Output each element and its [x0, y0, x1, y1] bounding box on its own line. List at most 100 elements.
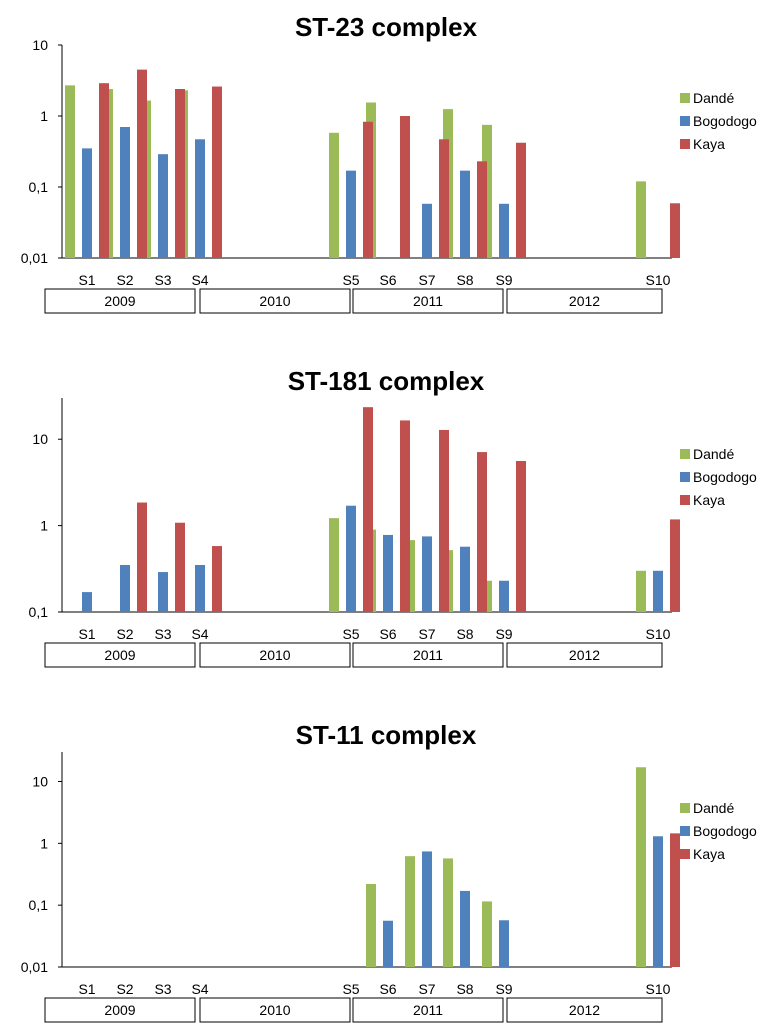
y-tick-label: 0,1 — [29, 604, 49, 620]
bar-dand-s9 — [482, 901, 492, 967]
y-tick-label: 10 — [32, 431, 48, 447]
year-group-box — [352, 288, 504, 314]
year-group-box — [199, 288, 351, 314]
x-tick-label: S8 — [456, 981, 473, 997]
bar-bogodogo-s5 — [346, 505, 356, 612]
x-tick-label: S2 — [116, 981, 133, 997]
y-tick-label: 1 — [40, 835, 48, 851]
bar-kaya-s6 — [400, 420, 410, 612]
bar-kaya-s3 — [175, 89, 185, 258]
year-group-label: 2012 — [569, 293, 600, 309]
year-group-box — [44, 288, 196, 314]
bar-dand-s8 — [443, 858, 453, 967]
x-tick-label: S1 — [78, 272, 95, 288]
legend-label: Bogodogo — [693, 823, 757, 839]
x-tick-label: S8 — [456, 272, 473, 288]
bar-bogodogo-s1 — [82, 592, 92, 612]
bar-bogodogo-s10 — [653, 570, 663, 612]
x-tick-label: S5 — [342, 272, 359, 288]
bar-kaya-s1 — [99, 83, 109, 258]
bar-kaya-s8 — [477, 161, 487, 258]
bar-bogodogo-s9 — [499, 920, 509, 967]
year-group-box — [352, 642, 504, 668]
bar-bogodogo-s5 — [346, 170, 356, 258]
legend-swatch — [680, 139, 690, 149]
chart-2: ST-181 complex 0,1 1 10 S1 S2 S3 S4 S5 S6 S7 S8 S9 S1… — [29, 366, 757, 668]
x-tick-label: S3 — [154, 272, 171, 288]
year-group-label: 2009 — [104, 647, 135, 663]
bar-dand-s7 — [405, 856, 415, 967]
x-tick-label: S9 — [495, 626, 512, 642]
x-tick-label: S7 — [418, 981, 435, 997]
bar-kaya-s7 — [439, 139, 449, 258]
legend-label: Dandé — [693, 90, 734, 106]
legend-swatch — [680, 449, 690, 459]
y-tick-label: 0,01 — [21, 959, 48, 975]
legend-swatch — [680, 472, 690, 482]
legend-label: Dandé — [693, 446, 734, 462]
chart-1: ST-23 complex 0,01 0,1 1 10 S1 S2 S3 S4 S5 S6 S7 S8 S… — [21, 12, 757, 314]
y-tick-label: 0,01 — [21, 250, 48, 266]
bar-dand-s5 — [329, 132, 339, 258]
bar-bogodogo-s1 — [82, 148, 92, 258]
year-group-box — [506, 642, 663, 668]
y-tick-label: 1 — [40, 518, 48, 534]
legend-swatch — [680, 826, 690, 836]
bar-bogodogo-s3 — [158, 154, 168, 258]
x-tick-label: S6 — [379, 626, 396, 642]
year-group-box — [44, 642, 196, 668]
bar-kaya-s3 — [175, 522, 185, 612]
bar-kaya-s4 — [212, 86, 222, 258]
legend-label: Kaya — [693, 136, 725, 152]
x-tick-label: S7 — [418, 626, 435, 642]
year-group-label: 2010 — [259, 1002, 290, 1018]
x-tick-label: S4 — [191, 626, 208, 642]
x-tick-label: S5 — [342, 981, 359, 997]
bar-kaya-s7 — [439, 429, 449, 612]
legend-swatch — [680, 116, 690, 126]
legend-swatch — [680, 803, 690, 813]
y-tick-label: 10 — [32, 37, 48, 53]
year-group-label: 2012 — [569, 647, 600, 663]
bar-kaya-s2 — [137, 502, 147, 612]
bar-kaya-s2 — [137, 69, 147, 258]
bar-bogodogo-s7 — [422, 851, 432, 967]
x-tick-label: S6 — [379, 981, 396, 997]
x-tick-label: S6 — [379, 272, 396, 288]
bar-kaya-s4 — [212, 546, 222, 612]
x-tick-label: S3 — [154, 981, 171, 997]
x-tick-label: S9 — [495, 272, 512, 288]
x-tick-label: S10 — [646, 981, 671, 997]
bar-bogodogo-s3 — [158, 572, 168, 612]
legend-swatch — [680, 93, 690, 103]
bar-bogodogo-s4 — [195, 139, 205, 258]
bar-bogodogo-s8 — [460, 170, 470, 258]
bar-bogodogo-s7 — [422, 536, 432, 612]
bar-bogodogo-s2 — [120, 126, 130, 258]
bar-bogodogo-s9 — [499, 203, 509, 258]
x-tick-label: S10 — [646, 272, 671, 288]
x-tick-label: S8 — [456, 626, 473, 642]
year-group-label: 2011 — [413, 1002, 443, 1018]
x-tick-label: S3 — [154, 626, 171, 642]
bar-bogodogo-s8 — [460, 546, 470, 612]
bar-kaya-s6 — [400, 116, 410, 258]
legend-swatch — [680, 495, 690, 505]
bar-dand-s5 — [329, 518, 339, 612]
x-tick-label: S1 — [78, 626, 95, 642]
year-group-box — [199, 642, 351, 668]
bar-bogodogo-s6 — [383, 920, 393, 967]
x-tick-label: S2 — [116, 272, 133, 288]
bar-bogodogo-s10 — [653, 836, 663, 967]
bar-kaya-s10 — [670, 203, 680, 258]
bar-bogodogo-s4 — [195, 564, 205, 612]
bar-kaya-s9 — [516, 142, 526, 258]
x-tick-label: S5 — [342, 626, 359, 642]
y-tick-label: 0,1 — [29, 179, 49, 195]
chart-title: ST-23 complex — [295, 12, 478, 42]
bar-kaya-s10 — [670, 833, 680, 967]
year-group-label: 2011 — [413, 647, 443, 663]
bar-bogodogo-s7 — [422, 203, 432, 258]
x-tick-label: S4 — [191, 272, 208, 288]
